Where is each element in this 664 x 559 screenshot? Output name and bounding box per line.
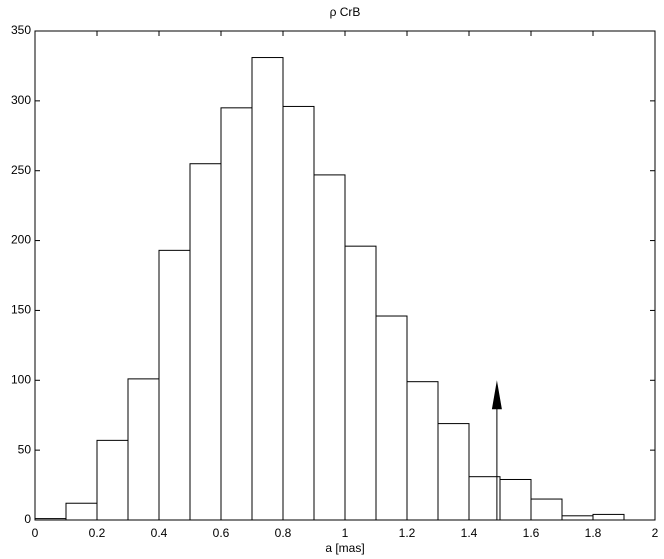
bar <box>158 249 191 521</box>
x-tick-label: 1.8 <box>585 526 602 540</box>
y-tick-label: 250 <box>11 163 31 177</box>
bar <box>592 513 625 521</box>
y-tick-label: 150 <box>11 303 31 317</box>
y-tick-label: 350 <box>11 23 31 37</box>
x-tick-label: 0.4 <box>151 526 168 540</box>
y-tick-label: 50 <box>18 442 32 456</box>
x-tick-label: 1.2 <box>399 526 416 540</box>
bar <box>468 476 501 521</box>
y-tick-label: 100 <box>11 372 31 386</box>
x-tick-label: 0.8 <box>275 526 292 540</box>
bar <box>561 515 594 521</box>
x-tick-label: 0.6 <box>213 526 230 540</box>
bar <box>375 315 408 521</box>
arrow-head <box>491 380 502 410</box>
bar <box>220 107 253 521</box>
bar <box>313 174 346 521</box>
x-tick-label: 2 <box>652 526 659 540</box>
bar <box>344 245 377 521</box>
bar <box>65 502 98 521</box>
bar <box>282 105 315 521</box>
bar <box>251 57 284 521</box>
bar <box>96 439 129 521</box>
bar <box>437 423 470 521</box>
x-tick-label: 1.4 <box>461 526 478 540</box>
y-tick-label: 0 <box>24 512 31 526</box>
bar <box>127 378 160 521</box>
bar <box>530 498 563 521</box>
x-tick-label: 0.2 <box>89 526 106 540</box>
x-axis-label: a [mas] <box>325 541 364 555</box>
y-tick-label: 300 <box>11 93 31 107</box>
x-tick-label: 1 <box>342 526 349 540</box>
chart-title: ρ CrB <box>330 5 361 19</box>
bar <box>499 478 532 521</box>
bar <box>406 381 439 521</box>
x-tick-label: 0 <box>32 526 39 540</box>
y-tick-label: 200 <box>11 233 31 247</box>
x-tick-label: 1.6 <box>523 526 540 540</box>
bar <box>189 163 222 521</box>
